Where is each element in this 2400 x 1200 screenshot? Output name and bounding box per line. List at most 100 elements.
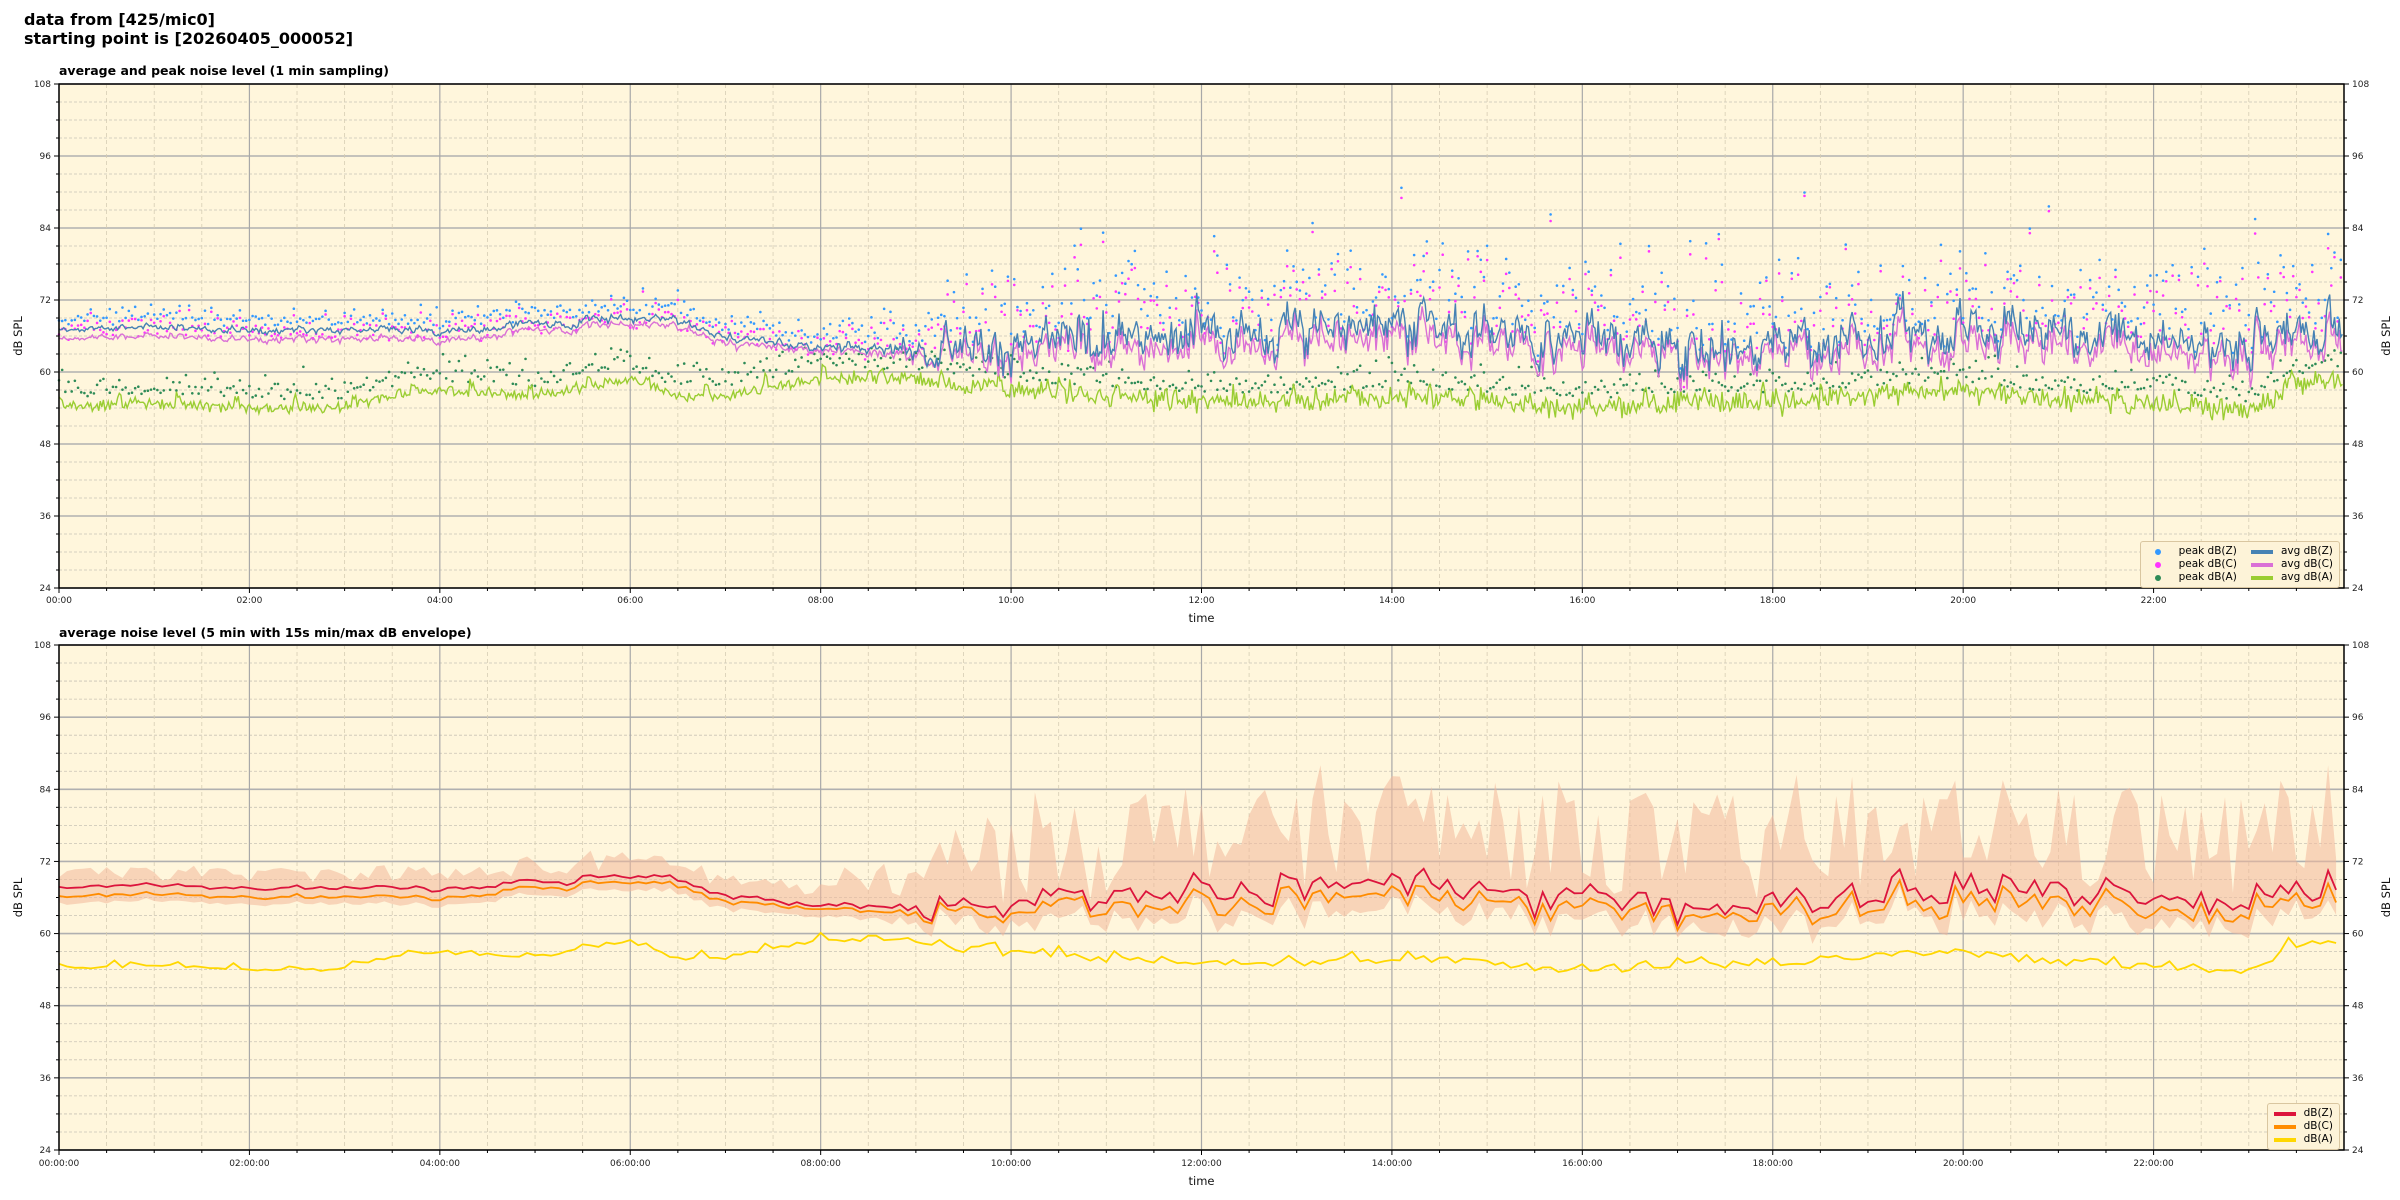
peak-dba-point: [146, 389, 150, 392]
peak-dba-point: [1390, 361, 1394, 365]
peak-dbz-point: [2120, 301, 2124, 305]
peak-dbc-point: [333, 335, 337, 338]
peak-dbz-point: [901, 324, 905, 327]
peak-dba-point: [451, 379, 454, 383]
peak-dbz-point: [114, 311, 118, 314]
peak-dbz-point: [1999, 328, 2003, 331]
peak-dba-point: [1517, 365, 1521, 369]
peak-dba-point: [1327, 379, 1330, 383]
peak-dbc-point: [882, 321, 886, 325]
peak-dbz-point: [1968, 288, 1971, 292]
peak-dba-point: [749, 370, 753, 374]
peak-dba-point: [1577, 386, 1581, 389]
peak-dbz-point: [1977, 305, 1981, 309]
peak-dbz-point: [2339, 258, 2343, 262]
peak-dba-point: [1876, 383, 1879, 387]
peak-dbz-point: [127, 309, 131, 313]
peak-dba-point: [701, 375, 705, 378]
peak-dbc-point: [1688, 253, 1692, 256]
peak-dbc-point: [1619, 256, 1622, 260]
peak-dba-point: [828, 357, 832, 360]
peak-dba-point: [356, 386, 359, 389]
peak-dba-point: [1885, 370, 1889, 374]
peak-dbc-point: [1384, 288, 1387, 292]
peak-dbc-point: [2145, 301, 2149, 304]
peak-dbc-point: [2171, 274, 2174, 278]
peak-dba-point: [689, 379, 692, 383]
peak-dba-point: [622, 359, 626, 363]
peak-dbz-point: [1279, 288, 1283, 292]
peak-dbz-point: [990, 269, 994, 272]
peak-dbc-point: [454, 322, 458, 326]
peak-dbc-point: [1546, 312, 1549, 315]
peak-dbc-point: [946, 293, 949, 296]
peak-dbc-point: [2199, 332, 2203, 336]
peak-dbz-point: [1273, 284, 1276, 288]
peak-dbz-point: [1501, 282, 1505, 285]
peak-dba-point: [1454, 376, 1457, 379]
peak-dbz-point: [1819, 295, 1822, 299]
peak-dbz-point: [835, 336, 838, 339]
peak-dbc-point: [670, 312, 673, 316]
peak-dbc-point: [1777, 272, 1781, 275]
peak-dba-point: [1120, 368, 1124, 371]
peak-dbc-point: [1070, 312, 1073, 316]
peak-dbc-point: [1346, 281, 1349, 285]
peak-dbz-point: [70, 319, 73, 322]
line-icon: [2273, 1124, 2296, 1129]
peak-dbz-point: [409, 318, 413, 322]
peak-dbc-point: [2022, 309, 2025, 312]
peak-dba-point: [130, 391, 134, 395]
peak-dbz-point: [1888, 318, 1892, 321]
peak-dbc-point: [2314, 326, 2317, 330]
peak-dbz-point: [187, 304, 191, 307]
peak-dbz-point: [1980, 316, 1984, 320]
peak-dbc-point: [1320, 296, 1324, 300]
peak-dba-point: [406, 361, 410, 364]
peak-dbz-point: [2314, 322, 2317, 325]
peak-dbz-point: [1736, 345, 1740, 349]
peak-dbc-point: [2117, 305, 2120, 308]
peak-dbz-point: [2117, 288, 2120, 292]
peak-dbc-point: [121, 319, 124, 322]
peak-dbc-point: [2107, 294, 2111, 298]
peak-dbz-point: [1374, 296, 1378, 299]
peak-dbz-point: [498, 313, 502, 316]
peak-dbz-point: [1631, 297, 1635, 301]
peak-dba-point: [2155, 378, 2159, 382]
peak-dbc-point: [879, 338, 883, 342]
peak-dbz-point: [774, 334, 778, 337]
peak-dba-point: [762, 369, 765, 372]
peak-dbc-point: [2180, 315, 2184, 319]
legend-peak-z: peak dB(Z): [2147, 545, 2237, 558]
peak-dbc-point: [2282, 275, 2286, 279]
peak-dbc-point: [1660, 280, 1663, 284]
peak-dbc-point: [1628, 318, 1632, 321]
peak-dbz-point: [762, 319, 765, 323]
peak-dba-point: [305, 393, 308, 397]
peak-dbc-point: [876, 342, 880, 345]
peak-dba-point: [476, 375, 480, 378]
peak-dbc-point: [667, 310, 670, 314]
peak-dba-point: [781, 350, 784, 354]
peak-dba-point: [2088, 388, 2092, 392]
peak-dbc-point: [2225, 304, 2228, 308]
peak-dba-point: [644, 366, 648, 370]
peak-dba-point: [1511, 393, 1514, 396]
peak-dba-point: [225, 386, 229, 390]
peak-dbc-point: [1812, 324, 1816, 327]
peak-dbc-point: [955, 326, 959, 330]
peak-dbz-point: [1019, 309, 1022, 313]
peak-dba-point: [1206, 373, 1210, 376]
peak-dbz-point: [133, 305, 137, 309]
peak-dba-point: [454, 369, 458, 373]
peak-dbc-point: [746, 332, 749, 336]
peak-dbc-point: [1561, 291, 1565, 294]
peak-dbc-point: [1358, 277, 1362, 281]
peak-dbz-point: [384, 314, 388, 317]
chart1-legend: peak dB(Z) avg dB(Z) peak dB(C) avg dB(C…: [2139, 541, 2340, 588]
peak-dbc-point: [1396, 304, 1400, 308]
peak-dbz-point: [632, 308, 635, 312]
peak-dba-point: [1431, 368, 1435, 371]
peak-dba-point: [2050, 387, 2054, 391]
